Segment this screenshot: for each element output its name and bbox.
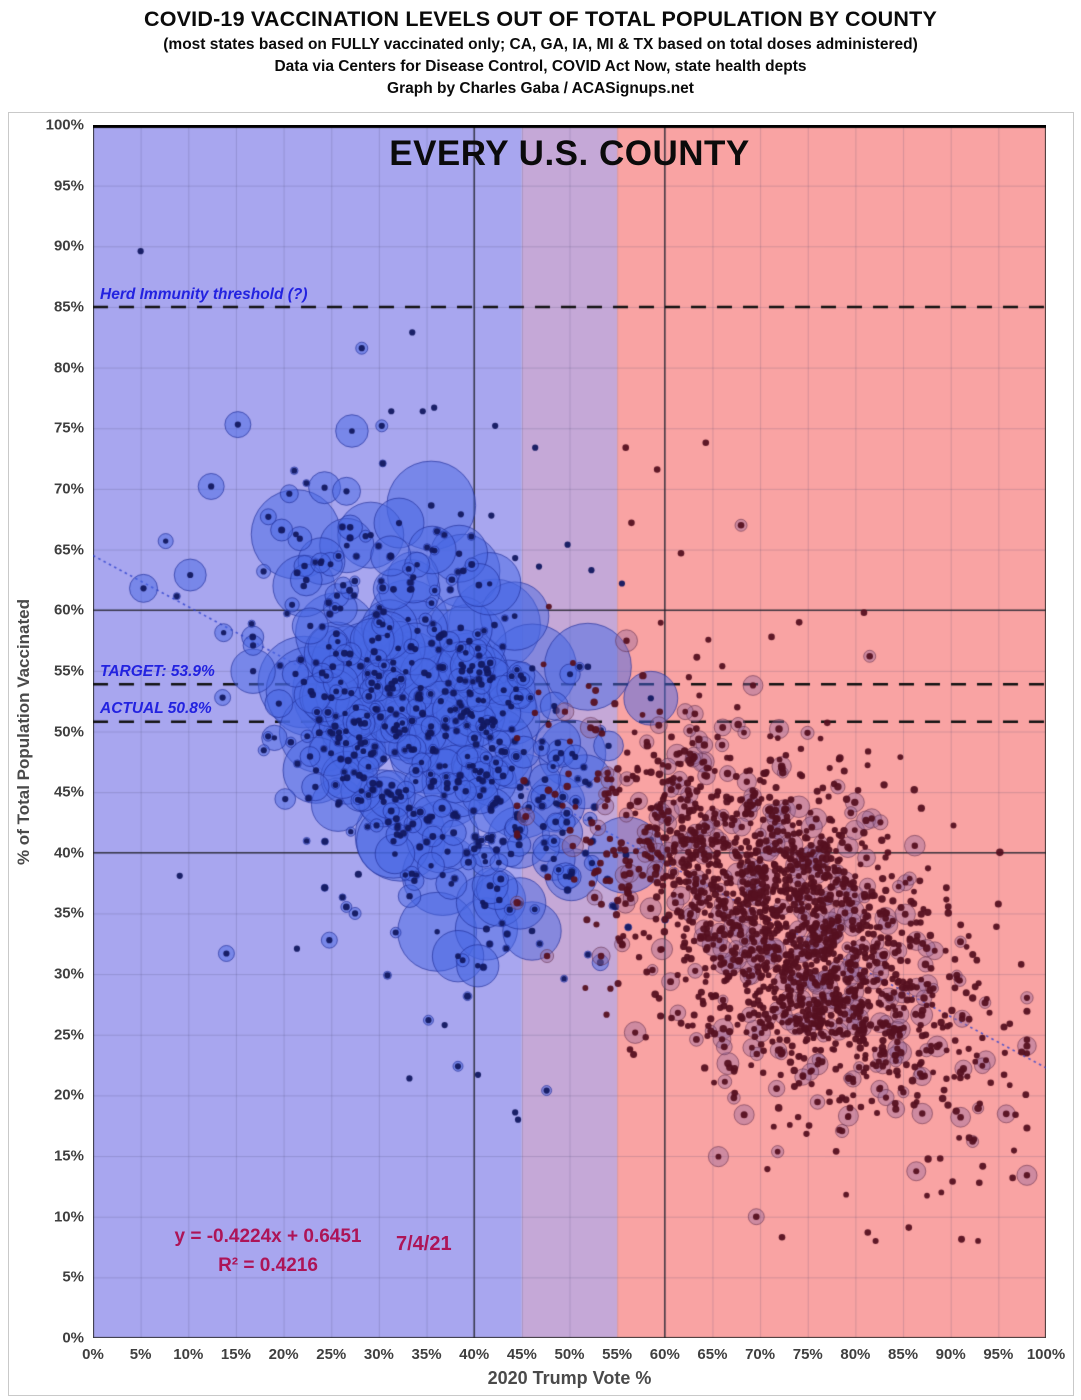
- y-tick-label: 45%: [53, 783, 84, 801]
- y-tick-label: 0%: [62, 1329, 84, 1347]
- x-tick-label: 50%: [554, 1346, 585, 1363]
- y-tick-label: 90%: [53, 237, 84, 255]
- y-tick-label: 65%: [53, 541, 84, 559]
- y-tick-label: 25%: [53, 1026, 84, 1044]
- page-title: COVID-19 VACCINATION LEVELS OUT OF TOTAL…: [143, 7, 937, 31]
- y-tick-label: 95%: [53, 177, 84, 195]
- x-tick-label: 25%: [316, 1346, 347, 1363]
- y-tick-label: 80%: [53, 359, 84, 377]
- trendline-equation: y = -0.4224x + 0.6451 R² = 0.4216: [118, 1222, 418, 1280]
- subtitle-credit: Graph by Charles Gaba / ACASignups.net: [387, 80, 694, 97]
- x-tick-label: 0%: [82, 1346, 104, 1363]
- date-label: 7/4/21: [396, 1233, 452, 1255]
- y-tick-label: 85%: [53, 298, 84, 316]
- y-tick-label: 10%: [53, 1208, 84, 1226]
- x-tick-label: 90%: [935, 1346, 966, 1363]
- y-tick-label: 40%: [53, 844, 84, 862]
- x-tick-label: 60%: [649, 1346, 680, 1363]
- subtitle-methodology: (most states based on FULLY vaccinated o…: [163, 36, 918, 53]
- y-tick-label: 35%: [53, 904, 84, 922]
- equation-text: y = -0.4224x + 0.6451: [174, 1226, 362, 1247]
- chart-title: EVERY U.S. COUNTY: [389, 134, 750, 173]
- x-tick-label: 5%: [129, 1346, 152, 1363]
- header: COVID-19 VACCINATION LEVELS OUT OF TOTAL…: [0, 0, 1081, 98]
- scatter-plot-canvas: [93, 125, 1046, 1338]
- x-tick-label: 100%: [1026, 1346, 1066, 1363]
- x-tick-label: 40%: [459, 1346, 490, 1363]
- x-tick-label: 45%: [506, 1346, 537, 1363]
- x-tick-label: 35%: [411, 1346, 442, 1363]
- x-tick-label: 75%: [792, 1346, 823, 1363]
- r-squared-text: R² = 0.4216: [218, 1255, 318, 1276]
- y-tick-label: 70%: [53, 480, 84, 498]
- x-tick-label: 20%: [268, 1346, 299, 1363]
- y-tick-label: 75%: [53, 419, 84, 437]
- x-axis-title: 2020 Trump Vote %: [487, 1368, 652, 1388]
- y-tick-label: 60%: [53, 601, 84, 619]
- herd-immunity-label: Herd Immunity threshold (?): [100, 286, 308, 303]
- y-tick-label: 55%: [53, 662, 84, 680]
- y-tick-label: 30%: [53, 965, 84, 983]
- actual-label: ACTUAL 50.8%: [100, 700, 212, 717]
- x-tick-label: 15%: [220, 1346, 251, 1363]
- subtitle-data-source: Data via Centers for Disease Control, CO…: [274, 58, 807, 75]
- y-tick-label: 5%: [62, 1268, 84, 1286]
- x-tick-label: 10%: [173, 1346, 204, 1363]
- x-tick-label: 55%: [602, 1346, 633, 1363]
- x-tick-label: 80%: [840, 1346, 871, 1363]
- y-tick-label: 20%: [53, 1086, 84, 1104]
- y-tick-label: 50%: [53, 723, 84, 740]
- x-tick-label: 30%: [363, 1346, 394, 1363]
- x-tick-label: 70%: [745, 1346, 776, 1363]
- target-label: TARGET: 53.9%: [100, 663, 215, 680]
- y-tick-label: 100%: [45, 116, 84, 134]
- y-tick-label: 15%: [53, 1147, 84, 1165]
- x-tick-label: 65%: [697, 1346, 728, 1363]
- x-tick-label: 95%: [983, 1346, 1014, 1363]
- x-tick-label: 85%: [888, 1346, 919, 1363]
